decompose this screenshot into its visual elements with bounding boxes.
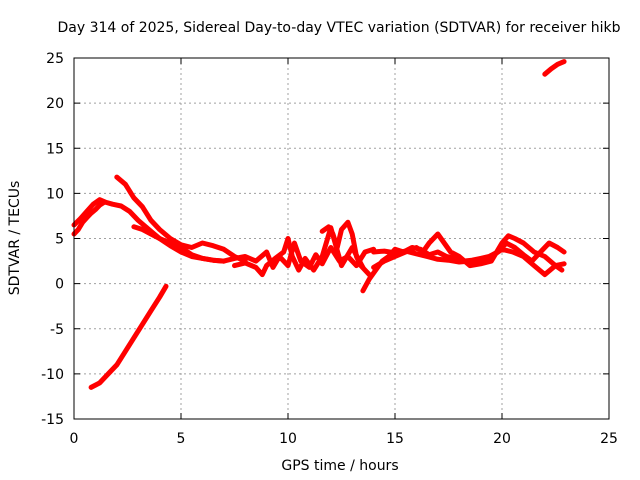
x-tick-label: 20	[493, 431, 511, 447]
series-line-trace-5	[88, 283, 169, 390]
y-tick-label: -5	[50, 322, 64, 338]
series-line-trace-12	[542, 59, 567, 77]
series-line-trace-4	[131, 224, 227, 264]
series-line-trace-2	[71, 199, 107, 237]
y-tick-label: 15	[46, 141, 64, 157]
x-tick-label: 25	[600, 431, 618, 447]
y-tick-label: 20	[46, 96, 64, 112]
y-tick-label: 5	[55, 232, 64, 248]
x-axis-label: GPS time / hours	[281, 458, 398, 474]
y-tick-label: -15	[41, 412, 64, 428]
y-tick-label: 10	[46, 186, 64, 202]
y-tick-label: 0	[55, 277, 64, 293]
series-line-trace-8	[319, 219, 372, 278]
x-tick-label: 5	[177, 431, 186, 447]
y-tick-label: 25	[46, 51, 64, 67]
x-tick-label: 10	[279, 431, 297, 447]
x-tick-label: 0	[70, 431, 79, 447]
data-series	[71, 59, 567, 390]
y-tick-label: -10	[41, 367, 64, 383]
x-tick-label: 15	[386, 431, 404, 447]
series-line-trace-3	[114, 174, 248, 264]
plot-frame	[73, 57, 610, 420]
y-axis-label: SDTVAR / TECUs	[7, 181, 23, 296]
series-line-trace-11	[371, 231, 565, 273]
chart-title: Day 314 of 2025, Sidereal Day-to-day VTE…	[58, 20, 621, 36]
